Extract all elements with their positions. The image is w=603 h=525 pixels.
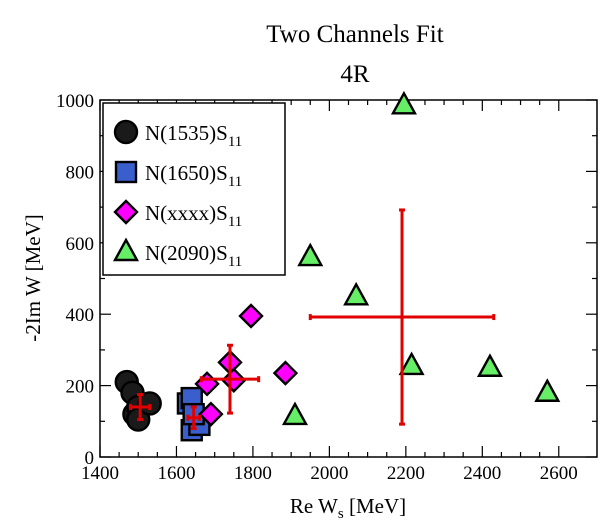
- x-tick-label: 1800: [234, 463, 272, 484]
- triangle-marker: [297, 242, 324, 267]
- triangle-marker: [390, 90, 417, 115]
- x-tick-label: 2400: [463, 463, 501, 484]
- legend-circle-marker: [113, 119, 139, 145]
- triangle-marker: [398, 351, 425, 376]
- y-tick-label: 600: [66, 234, 95, 255]
- x-axis-label-unit: [MeV]: [344, 494, 406, 518]
- error-bars: [129, 208, 496, 430]
- legend-entry-label: N(xxxx)S11: [145, 201, 242, 230]
- x-axis-label-subscript: s: [338, 506, 344, 522]
- x-tick-labels: 1400 1600 1800 2000 2200 2400 2600: [81, 463, 578, 484]
- legend-entry-name: N(1650)S: [145, 161, 228, 185]
- triangle-marker: [476, 353, 503, 377]
- x-axis-label-main: Re W: [290, 494, 338, 518]
- legend-entry-name: N(2090)S: [145, 241, 228, 265]
- diamond-marker: [272, 360, 299, 386]
- y-tick-labels: 0 200 400 600 800 1000: [56, 91, 94, 469]
- x-tick-label: 2200: [387, 463, 425, 484]
- diamond-marker: [198, 401, 224, 427]
- legend-entry-subscript: 11: [228, 254, 242, 270]
- y-tick-label: 400: [66, 305, 95, 326]
- legend-entry-name: N(1535)S: [145, 121, 228, 145]
- y-axis-label: -2Im W [MeV]: [21, 214, 45, 342]
- error-bar: [308, 208, 496, 426]
- legend-square-marker: [114, 160, 138, 184]
- legend-entry-label: N(2090)S11: [145, 241, 242, 270]
- legend-diamond-marker: [113, 199, 139, 225]
- y-tick-label: 800: [66, 162, 95, 183]
- x-tick-label: 2000: [310, 463, 348, 484]
- diamond-marker: [238, 303, 264, 329]
- error-bar: [186, 405, 201, 430]
- legend-entry-label: N(1650)S11: [145, 161, 242, 190]
- chart-subtitle: 4R: [340, 61, 370, 88]
- legend-entry-subscript: 11: [228, 214, 242, 230]
- error-bar: [199, 343, 261, 415]
- legend-entry-subscript: 11: [228, 134, 242, 150]
- legend-entry-label: N(1535)S11: [145, 121, 242, 150]
- chart-title: Two Channels Fit: [266, 21, 443, 48]
- y-tick-label: 0: [85, 448, 95, 469]
- error-bar: [129, 393, 152, 422]
- x-tick-label: 2600: [540, 463, 578, 484]
- x-tick-label: 1600: [157, 463, 195, 484]
- triangle-marker: [343, 281, 370, 306]
- y-tick-label: 200: [66, 377, 95, 398]
- x-axis-label: Re Ws [MeV]: [290, 494, 406, 522]
- y-tick-label: 1000: [56, 91, 94, 112]
- legend-entry-subscript: 11: [228, 174, 242, 190]
- triangle-marker: [281, 401, 309, 426]
- x-tick-label: 1400: [81, 463, 119, 484]
- legend-entry-name: N(xxxx)S: [145, 201, 228, 225]
- legend-triangle-marker: [112, 237, 140, 262]
- triangle-marker: [534, 378, 561, 402]
